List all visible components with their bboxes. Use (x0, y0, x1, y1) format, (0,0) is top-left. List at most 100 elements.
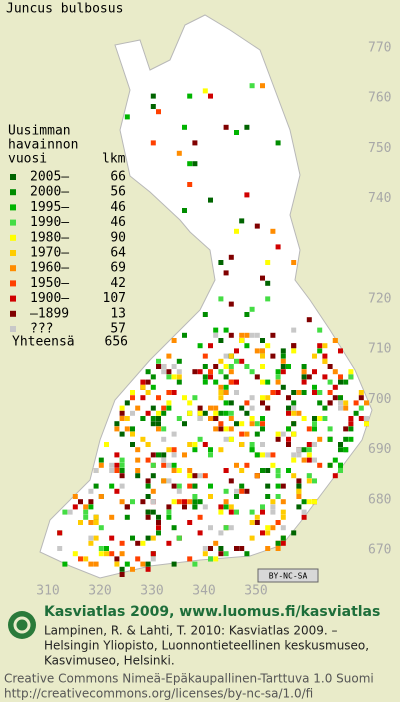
occurrence-square (192, 369, 198, 375)
occurrence-square (312, 384, 317, 390)
occurrence-square (130, 390, 135, 395)
occurrence-square (166, 390, 172, 395)
occurrence-square (249, 442, 255, 447)
occurrence-square (98, 462, 104, 468)
occurrence-square (254, 431, 260, 437)
occurrence-square (301, 499, 307, 505)
occurrence-square (202, 88, 208, 94)
site-link[interactable]: Kasviatlas 2009, www.luomus.fi/kasviatla… (44, 604, 380, 620)
occurrence-square (166, 462, 172, 468)
occurrence-square (218, 395, 224, 401)
occurrence-square (202, 379, 208, 385)
occurrence-square (208, 343, 213, 349)
occurrence-square (176, 488, 182, 494)
citation-line: Helsingin Yliopisto, Luonnontieteellinen… (44, 639, 369, 653)
occurrence-square (306, 447, 312, 453)
legend-count: 64 (110, 246, 126, 261)
occurrence-square (260, 509, 265, 515)
grid-y-label: 670 (368, 543, 391, 558)
occurrence-square (130, 431, 135, 437)
occurrence-square (275, 546, 281, 551)
occurrence-square (187, 400, 193, 406)
occurrence-square (119, 572, 125, 577)
occurrence-square (223, 410, 229, 416)
occurrence-square (197, 514, 203, 520)
occurrence-square (57, 530, 63, 536)
occurrence-square (301, 379, 307, 385)
occurrence-square (98, 551, 104, 557)
occurrence-square (301, 364, 307, 369)
occurrence-square (218, 421, 224, 427)
occurrence-square (223, 384, 229, 390)
occurrence-square (358, 395, 364, 401)
occurrence-square (244, 400, 250, 406)
occurrence-square (93, 468, 99, 473)
occurrence-square (317, 416, 323, 421)
occurrence-square (296, 478, 302, 484)
occurrence-square (140, 416, 146, 421)
occurrence-square (119, 410, 125, 416)
occurrence-square (228, 364, 234, 369)
occurrence-square (322, 343, 328, 349)
occurrence-square (234, 348, 239, 354)
occurrence-square (260, 364, 265, 369)
occurrence-square (244, 462, 250, 468)
occurrence-square (312, 499, 317, 505)
citation-line: Lampinen, R. & Lahti, T. 2010: Kasviatla… (44, 624, 338, 638)
license-badge-text: BY-NC-SA (269, 572, 308, 581)
grid-x-label: 350 (244, 584, 267, 599)
occurrence-square (275, 520, 281, 525)
occurrence-square (286, 468, 291, 473)
occurrence-square (218, 509, 224, 515)
occurrence-square (156, 416, 161, 421)
occurrence-square (223, 525, 229, 531)
occurrence-square (348, 436, 354, 442)
occurrence-square (187, 520, 193, 525)
grid-x-label: 310 (36, 584, 59, 599)
occurrence-square (88, 488, 94, 494)
occurrence-square (218, 260, 224, 265)
occurrence-square (275, 540, 281, 546)
occurrence-square (150, 93, 156, 99)
occurrence-square (218, 447, 224, 453)
occurrence-square (156, 426, 161, 432)
occurrence-square (145, 410, 151, 416)
occurrence-square (208, 546, 213, 551)
occurrence-square (260, 400, 265, 406)
legend-swatch (10, 234, 16, 241)
occurrence-square (249, 83, 255, 89)
occurrence-square (109, 535, 115, 541)
occurrence-square (280, 483, 286, 489)
occurrence-square (161, 462, 167, 468)
occurrence-square (182, 504, 187, 510)
legend-count: 42 (110, 276, 126, 291)
occurrence-square (228, 436, 234, 442)
occurrence-square (223, 468, 229, 473)
occurrence-square (192, 494, 198, 499)
occurrence-square (202, 364, 208, 369)
occurrence-square (182, 421, 187, 427)
grid-y-label: 760 (368, 91, 391, 106)
occurrence-square (93, 535, 99, 541)
occurrence-square (223, 436, 229, 442)
occurrence-square (234, 228, 239, 234)
occurrence-square (291, 473, 297, 479)
legend-count: 13 (110, 306, 126, 321)
occurrence-square (312, 442, 317, 447)
occurrence-square (98, 457, 104, 463)
occurrence-square (254, 452, 260, 458)
legend-label: 2000– (30, 185, 69, 200)
occurrence-square (296, 447, 302, 453)
occurrence-square (202, 442, 208, 447)
occurrence-square (234, 421, 239, 427)
occurrence-square (244, 431, 250, 437)
occurrence-square (296, 390, 302, 395)
occurrence-square (280, 535, 286, 541)
occurrence-square (270, 452, 276, 458)
occurrence-square (78, 520, 83, 525)
occurrence-square (114, 452, 120, 458)
occurrence-square (57, 546, 63, 551)
occurrence-square (317, 348, 323, 354)
occurrence-square (348, 416, 354, 421)
license-link[interactable]: http://creativecommons.org/licenses/by-n… (4, 687, 313, 701)
